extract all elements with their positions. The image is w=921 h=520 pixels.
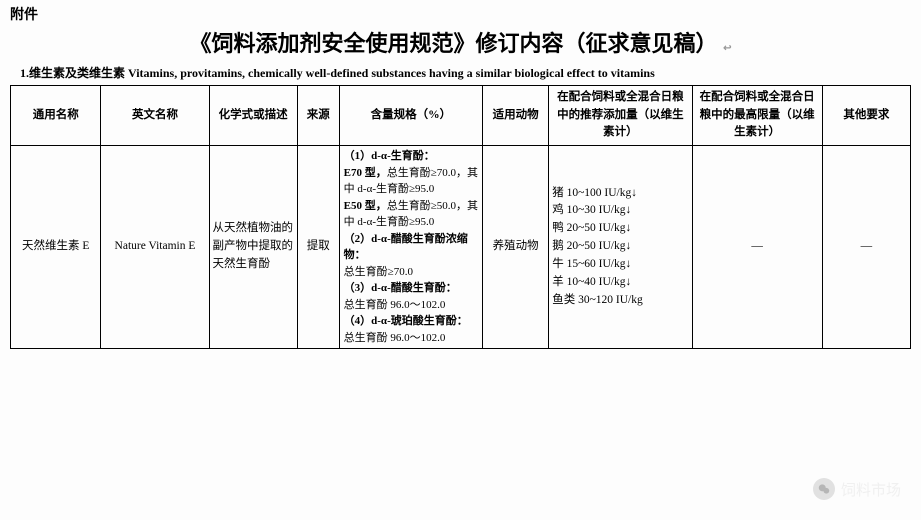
col-header: 适用动物	[483, 86, 549, 146]
spec-line: E70 型，总生育酚≥70.0，其中 d-α-生育酚≥95.0	[344, 165, 478, 198]
spec-line: E50 型，总生育酚≥50.0，其中 d-α-生育酚≥95.0	[344, 198, 478, 231]
spec-line: 总生育酚 96.0～102.0	[344, 297, 478, 314]
cell-description: 从天然植物油的副产物中提取的天然生育酚	[209, 146, 297, 349]
spec-table: 通用名称 英文名称 化学式或描述 来源 含量规格（%） 适用动物 在配合饲料或全…	[10, 85, 911, 349]
col-header: 在配合饲料或全混合日粮中的最高限量（以维生素计）	[692, 86, 822, 146]
cell-source: 提取	[297, 146, 339, 349]
cell-animals: 养殖动物	[483, 146, 549, 349]
cell-max-limit: —	[692, 146, 822, 349]
source-watermark: 饲料市场	[813, 478, 901, 500]
recommend-line: 羊 10~40 IU/kg↓	[552, 274, 688, 292]
cell-spec: （1）d-α-生育酚：E70 型，总生育酚≥70.0，其中 d-α-生育酚≥95…	[339, 146, 482, 349]
recommend-line: 猪 10~100 IU/kg↓	[552, 185, 688, 203]
spec-line: 总生育酚≥70.0	[344, 264, 478, 281]
cell-name-cn: 天然维生素 E	[11, 146, 101, 349]
attachment-label: 附件	[10, 4, 911, 24]
spec-line: （3）d-α-醋酸生育酚：	[344, 280, 478, 297]
recommend-line: 鱼类 30~120 IU/kg	[552, 292, 688, 310]
document-page: 附件 《饲料添加剂安全使用规范》修订内容（征求意见稿） ↩ 1.维生素及类维生素…	[0, 0, 921, 349]
title-text: 《饲料添加剂安全使用规范》修订内容（征求意见稿）	[190, 31, 718, 56]
paragraph-marker: ↩	[723, 43, 731, 54]
recommend-line: 鸡 10~30 IU/kg↓	[552, 202, 688, 220]
table-row: 天然维生素 E Nature Vitamin E 从天然植物油的副产物中提取的天…	[11, 146, 911, 349]
col-header: 其他要求	[822, 86, 910, 146]
col-header: 英文名称	[101, 86, 209, 146]
spec-line: （4）d-α-琥珀酸生育酚：	[344, 313, 478, 330]
recommend-line: 牛 15~60 IU/kg↓	[552, 256, 688, 274]
section-heading: 1.维生素及类维生素 Vitamins, provitamins, chemic…	[20, 64, 911, 81]
page-title: 《饲料添加剂安全使用规范》修订内容（征求意见稿） ↩	[10, 26, 911, 58]
col-header: 化学式或描述	[209, 86, 297, 146]
spec-line: （2）d-α-醋酸生育酚浓缩物：	[344, 231, 478, 264]
recommend-line: 鹅 20~50 IU/kg↓	[552, 238, 688, 256]
watermark-text: 饲料市场	[841, 479, 901, 500]
col-header: 在配合饲料或全混合日粮中的推荐添加量（以维生素计）	[549, 86, 692, 146]
col-header: 通用名称	[11, 86, 101, 146]
col-header: 含量规格（%）	[339, 86, 482, 146]
spec-line: 总生育酚 96.0～102.0	[344, 330, 478, 347]
cell-recommend: 猪 10~100 IU/kg↓鸡 10~30 IU/kg↓鸭 20~50 IU/…	[549, 146, 692, 349]
recommend-line: 鸭 20~50 IU/kg↓	[552, 220, 688, 238]
cell-other-req: —	[822, 146, 910, 349]
cell-name-en: Nature Vitamin E	[101, 146, 209, 349]
col-header: 来源	[297, 86, 339, 146]
spec-line: （1）d-α-生育酚：	[344, 148, 478, 165]
wechat-icon	[813, 478, 835, 500]
table-header-row: 通用名称 英文名称 化学式或描述 来源 含量规格（%） 适用动物 在配合饲料或全…	[11, 86, 911, 146]
